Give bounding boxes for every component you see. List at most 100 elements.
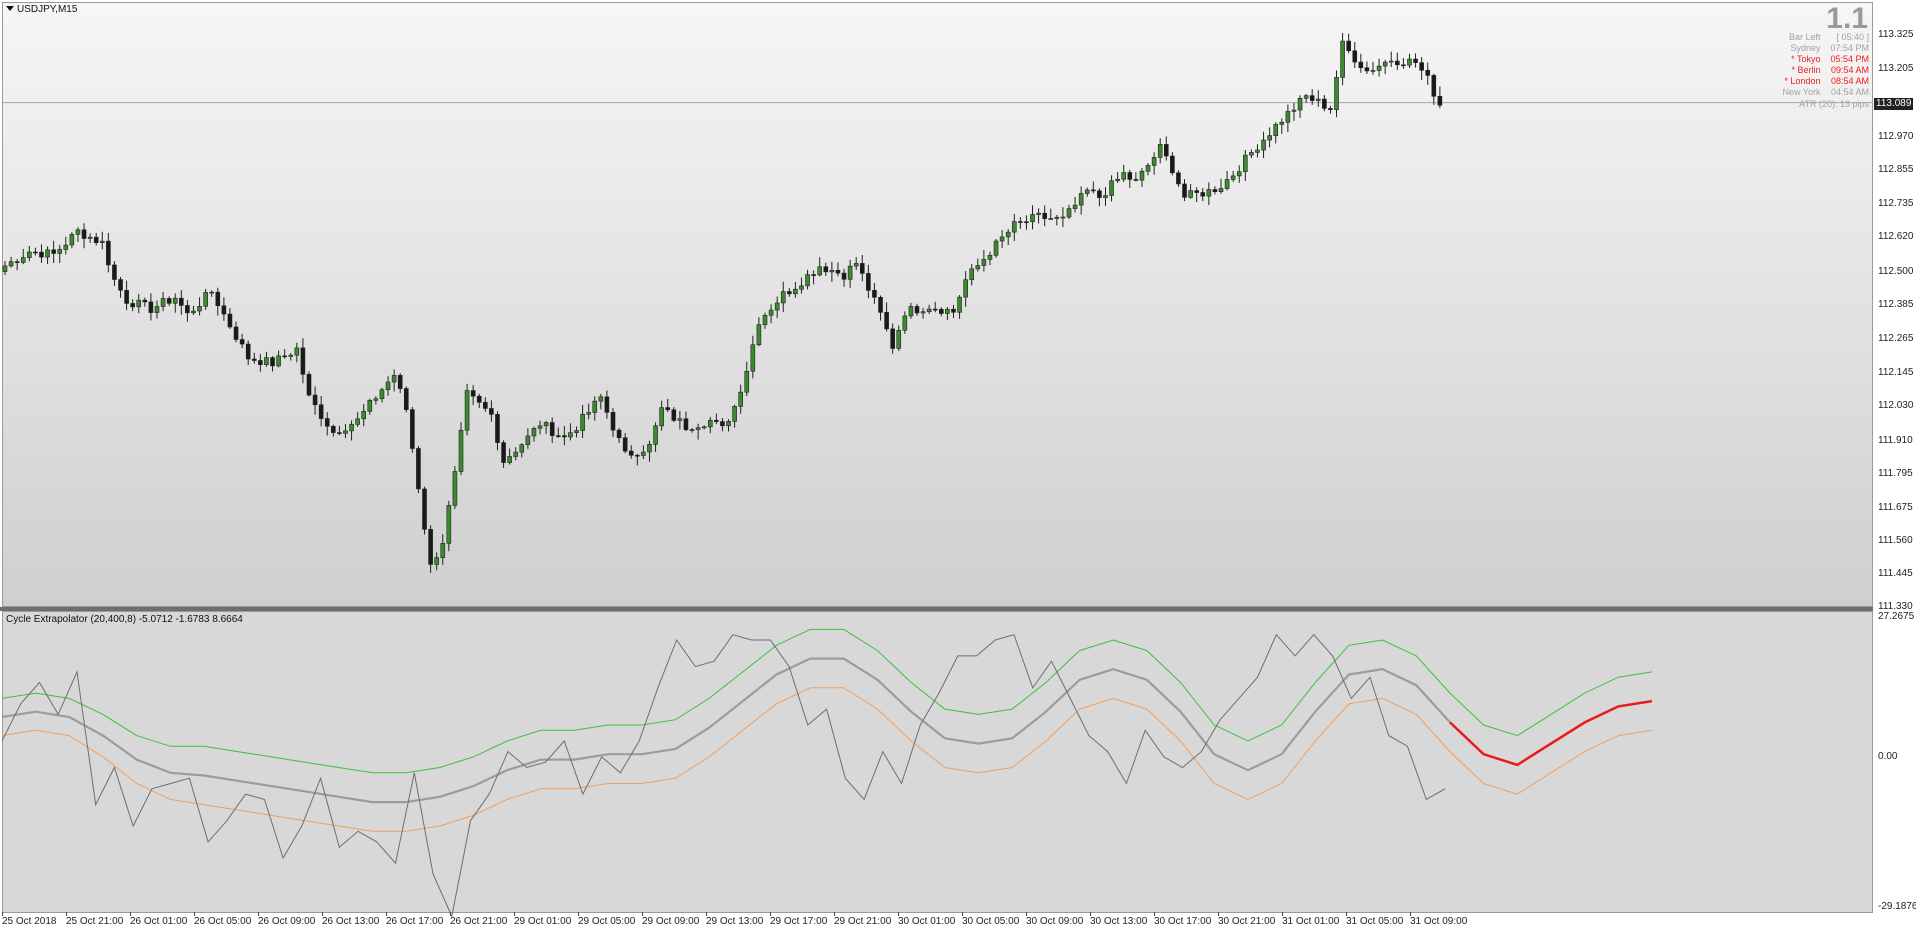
bull-candle: [817, 266, 823, 276]
bear-candle: [1133, 179, 1139, 181]
upper-band-line: [1, 628, 1653, 774]
time-tick-label: 26 Oct 13:00: [322, 916, 380, 927]
bear-candle: [501, 442, 506, 463]
time-tick-label: 30 Oct 13:00: [1090, 916, 1148, 927]
bear-candle: [866, 273, 871, 291]
bull-candle: [203, 292, 208, 307]
bull-candle: [458, 429, 464, 472]
time-tick: [194, 912, 195, 916]
bull-candle: [580, 413, 585, 431]
bear-candle: [878, 297, 883, 313]
bear-candle: [562, 435, 567, 438]
bull-candle: [744, 370, 750, 393]
bull-candle: [981, 259, 987, 266]
bull-candle: [373, 398, 379, 401]
bear-candle: [403, 388, 409, 410]
bull-candle: [1145, 165, 1151, 172]
bull-candle: [1048, 218, 1054, 220]
bull-candle: [136, 299, 142, 308]
bear-candle: [1212, 189, 1218, 193]
session-label: Sydney: [1790, 43, 1821, 53]
time-tick: [578, 912, 579, 916]
bear-candle: [1200, 192, 1206, 197]
bull-candle: [191, 310, 196, 314]
bull-candle: [1382, 61, 1388, 67]
time-tick-label: 25 Oct 2018: [2, 916, 57, 927]
bear-candle: [683, 418, 689, 430]
bull-candle: [1243, 154, 1248, 172]
bear-candle: [1358, 61, 1364, 69]
bull-candle: [361, 410, 367, 420]
time-tick-label: 30 Oct 21:00: [1218, 916, 1276, 927]
bull-candle: [641, 451, 646, 456]
time-tick-label: 26 Oct 01:00: [130, 916, 188, 927]
time-tick: [706, 912, 707, 916]
price-tick-label: 111.445: [1878, 568, 1913, 580]
session-time: [ 05:40 ]: [1836, 32, 1869, 42]
bear-candle: [33, 251, 38, 254]
bull-candle: [756, 324, 762, 346]
bull-candle: [647, 444, 652, 453]
bear-candle: [142, 299, 148, 303]
bear-candle: [628, 450, 634, 456]
time-tick-label: 31 Oct 09:00: [1410, 916, 1468, 927]
bull-candle: [160, 298, 166, 307]
time-tick: [898, 912, 899, 916]
bear-candle: [859, 263, 865, 274]
price-tick-label: 112.970: [1878, 130, 1914, 142]
bear-candle: [884, 312, 889, 330]
bear-candle: [1091, 189, 1096, 192]
bull-candle: [1011, 221, 1017, 233]
time-tick: [66, 912, 67, 916]
bear-candle: [112, 264, 117, 280]
bear-candle: [1042, 212, 1047, 219]
time-tick: [1026, 912, 1027, 916]
bear-candle: [233, 326, 239, 340]
bear-candle: [282, 355, 287, 358]
time-axis[interactable]: [0, 913, 1916, 933]
pane-separator[interactable]: [0, 607, 1875, 611]
bull-candle: [1249, 152, 1254, 156]
bull-candle: [768, 309, 774, 316]
session-time: 04:54 AM: [1830, 87, 1869, 97]
bull-candle: [1370, 70, 1376, 72]
bear-candle: [1364, 67, 1370, 72]
bull-candle: [1273, 124, 1279, 136]
time-tick: [386, 912, 387, 916]
bull-candle: [154, 306, 160, 313]
bull-candle: [750, 344, 756, 372]
bull-candle: [197, 306, 202, 312]
time-tick: [2, 912, 3, 916]
bull-candle: [1109, 180, 1114, 196]
bull-candle: [525, 435, 531, 445]
session-row: * London 08:54 AM: [1772, 76, 1869, 87]
bull-candle: [1188, 190, 1193, 198]
bull-candle: [738, 391, 743, 407]
time-tick-label: 30 Oct 01:00: [898, 916, 956, 927]
session-label: * Berlin: [1791, 65, 1821, 75]
price-tick-label: 111.910: [1878, 434, 1913, 446]
price-axis[interactable]: [1873, 0, 1916, 913]
bull-candle: [75, 229, 81, 235]
time-tick: [1282, 912, 1283, 916]
bear-candle: [1346, 40, 1351, 52]
time-tick-label: 29 Oct 21:00: [834, 916, 892, 927]
price-tick-label: 112.030: [1878, 400, 1914, 412]
bear-candle: [714, 419, 719, 422]
bear-candle: [239, 339, 245, 345]
bull-candle: [507, 456, 512, 463]
bull-candle: [780, 291, 786, 304]
time-tick-label: 30 Oct 05:00: [962, 916, 1020, 927]
price-tick-label: 113.325: [1878, 28, 1914, 40]
bull-candle: [1224, 179, 1230, 189]
symbol-title[interactable]: USDJPY,M15: [6, 4, 77, 15]
bear-candle: [1309, 95, 1315, 101]
bear-candle: [1163, 144, 1169, 157]
bear-candle: [81, 229, 87, 239]
bull-candle: [385, 381, 391, 391]
bull-candle: [726, 421, 731, 427]
bear-candle: [489, 408, 494, 415]
bear-candle: [841, 272, 847, 280]
bear-candle: [1097, 190, 1102, 198]
bull-candle: [1236, 171, 1242, 177]
